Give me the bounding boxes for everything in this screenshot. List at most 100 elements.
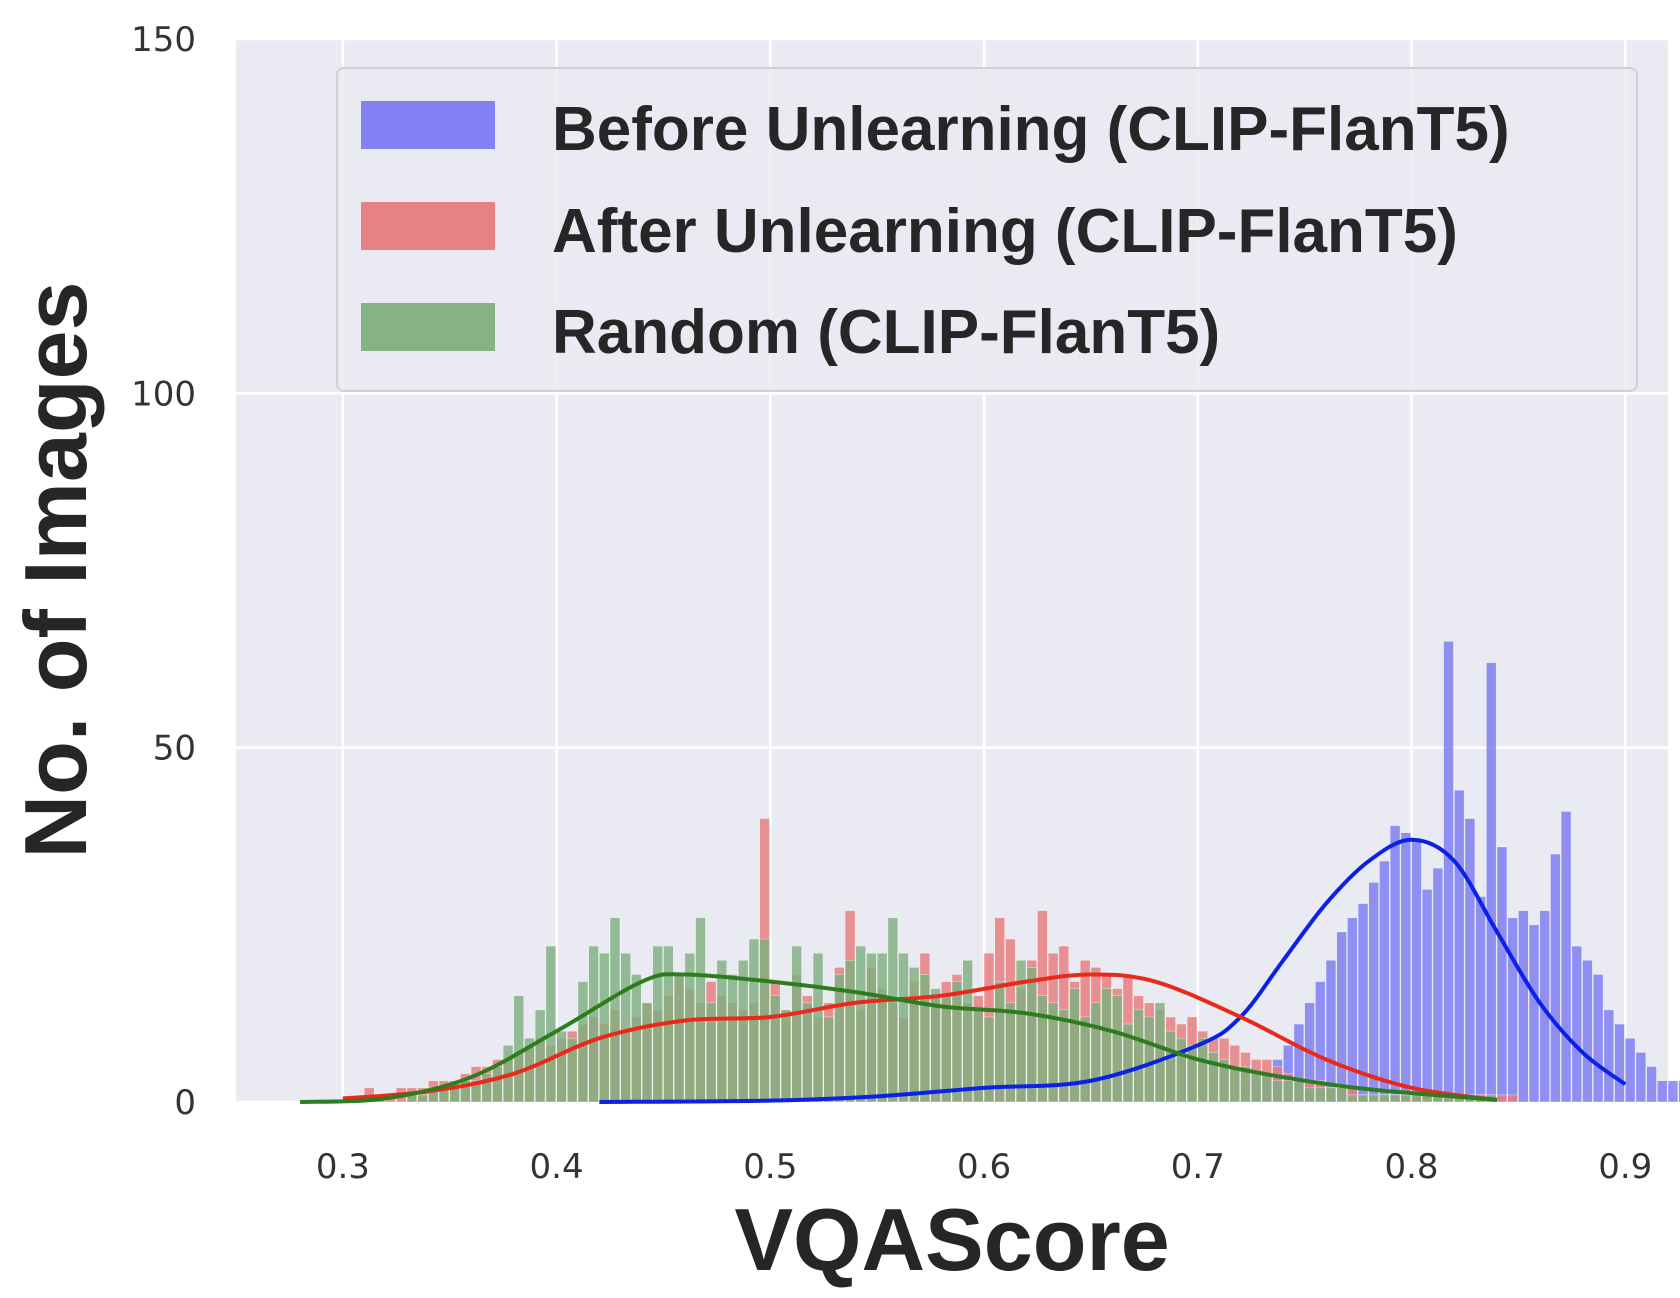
histogram-bar <box>1347 1094 1358 1103</box>
histogram-bar <box>1678 1080 1680 1103</box>
histogram-bar <box>673 974 685 1103</box>
histogram-bar <box>844 959 856 1103</box>
kde-curve-0 <box>599 837 1627 1104</box>
histogram-bar <box>802 1002 813 1103</box>
histogram-bar <box>1325 959 1337 1103</box>
histogram-bar <box>1411 1094 1422 1103</box>
kde-curves <box>300 837 1627 1104</box>
histogram-bar <box>887 917 899 1103</box>
histogram-bar <box>1453 789 1465 1103</box>
histogram-bar <box>1443 641 1454 1103</box>
histogram-bar <box>1432 867 1444 1103</box>
histogram-bar <box>1026 967 1037 1103</box>
histogram-bar <box>876 952 888 1103</box>
histogram-bar <box>1176 1037 1187 1103</box>
legend-swatch-after <box>361 202 495 250</box>
histogram-bar <box>1325 1087 1337 1103</box>
histogram-bar <box>919 974 931 1103</box>
x-tick-label: 0.7 <box>1171 1147 1225 1187</box>
histogram-bar <box>1582 959 1593 1103</box>
histogram-bar <box>1389 825 1401 1103</box>
x-tick-labels: 0.3 0.4 0.5 0.6 0.7 0.8 0.9 <box>316 1147 1652 1187</box>
histogram-bar <box>1518 910 1529 1103</box>
kde-curve-1 <box>342 972 1498 1102</box>
legend-label-before: Before Unlearning (CLIP-FlanT5) <box>552 95 1510 164</box>
histogram-bar <box>1101 988 1112 1103</box>
histogram-bar <box>1389 1094 1401 1103</box>
histogram-bar <box>556 1030 567 1103</box>
histogram-bar <box>492 1066 503 1103</box>
histogram-bar <box>823 1016 834 1103</box>
histogram-bar <box>1528 924 1540 1103</box>
histogram-bar <box>1272 1080 1283 1103</box>
histogram-bar <box>770 995 781 1103</box>
histogram-bar <box>1507 1094 1518 1103</box>
histogram-bar <box>748 938 760 1103</box>
histogram-bar <box>599 952 610 1103</box>
histogram-bar <box>716 959 728 1103</box>
histogram-bar <box>1657 1080 1668 1103</box>
histogram-bar <box>1486 662 1497 1103</box>
histogram-bar <box>1304 1087 1315 1103</box>
histogram-bar <box>631 974 642 1103</box>
histogram-bar <box>1315 1087 1326 1103</box>
histogram-bar <box>1560 811 1572 1103</box>
histogram-bar <box>1090 1002 1102 1103</box>
histogram-bar <box>1069 988 1080 1103</box>
histogram-bar <box>1186 1045 1198 1103</box>
histogram-bar <box>1208 1052 1219 1103</box>
histogram-bar <box>1079 1016 1091 1103</box>
histogram-bar <box>1229 1066 1241 1103</box>
histogram-bar <box>1250 1073 1262 1103</box>
histogram-bar <box>1165 1030 1176 1103</box>
histogram-bar <box>983 1016 995 1103</box>
histogram-bar <box>1144 1016 1155 1103</box>
legend-box <box>336 67 1638 392</box>
histogram-bar <box>930 988 941 1103</box>
histogram-bar <box>1368 1094 1379 1103</box>
x-tick-label: 0.5 <box>743 1147 797 1187</box>
histogram-bar <box>1400 832 1412 1103</box>
histogram-bar <box>1667 1080 1679 1103</box>
histogram-bar <box>780 1009 792 1103</box>
histogram-bar <box>609 917 621 1103</box>
histogram-bar <box>951 981 963 1103</box>
legend-swatch-before <box>361 101 495 149</box>
histogram-bar <box>1507 917 1518 1103</box>
histogram-bar <box>1336 931 1347 1103</box>
histogram-bar <box>417 1094 428 1103</box>
y-tick-label: 0 <box>174 1083 196 1123</box>
histogram-bar <box>855 945 867 1103</box>
histogram-bar <box>727 974 738 1103</box>
legend-label-after: After Unlearning (CLIP-FlanT5) <box>552 197 1458 266</box>
histogram-bar <box>994 981 1005 1103</box>
histogram-bar <box>834 974 845 1103</box>
legend-swatch-random <box>361 303 495 351</box>
legend-label-random: Random (CLIP-FlanT5) <box>552 298 1220 367</box>
histogram-bar <box>620 952 631 1103</box>
histogram-bar <box>1261 1073 1273 1103</box>
kde-curve-2 <box>300 972 1498 1104</box>
histogram-bar <box>695 917 706 1103</box>
histogram-bar <box>1037 995 1048 1103</box>
x-tick-label: 0.6 <box>957 1147 1011 1187</box>
histogram-bar <box>1005 1002 1016 1103</box>
histogram-bar <box>1614 1023 1625 1103</box>
histogram-bar <box>1646 1066 1657 1103</box>
histogram-bar <box>1421 889 1433 1103</box>
histogram-bar <box>1154 1002 1166 1103</box>
histogram-bar <box>1379 860 1390 1103</box>
histogram-bar <box>1379 1094 1390 1103</box>
histogram-bar <box>481 1073 492 1103</box>
x-tick-label: 0.4 <box>530 1147 584 1187</box>
histogram-bar <box>1197 1037 1208 1103</box>
histogram-bar <box>898 952 909 1103</box>
histogram-bar <box>1624 1037 1636 1103</box>
histogram-bar <box>1047 1002 1059 1103</box>
histogram-bar <box>1496 1094 1508 1103</box>
histogram-bar <box>962 959 973 1103</box>
histogram-bar <box>1550 853 1561 1103</box>
histogram-bar <box>1400 1094 1412 1103</box>
histogram-bar <box>566 1037 578 1103</box>
